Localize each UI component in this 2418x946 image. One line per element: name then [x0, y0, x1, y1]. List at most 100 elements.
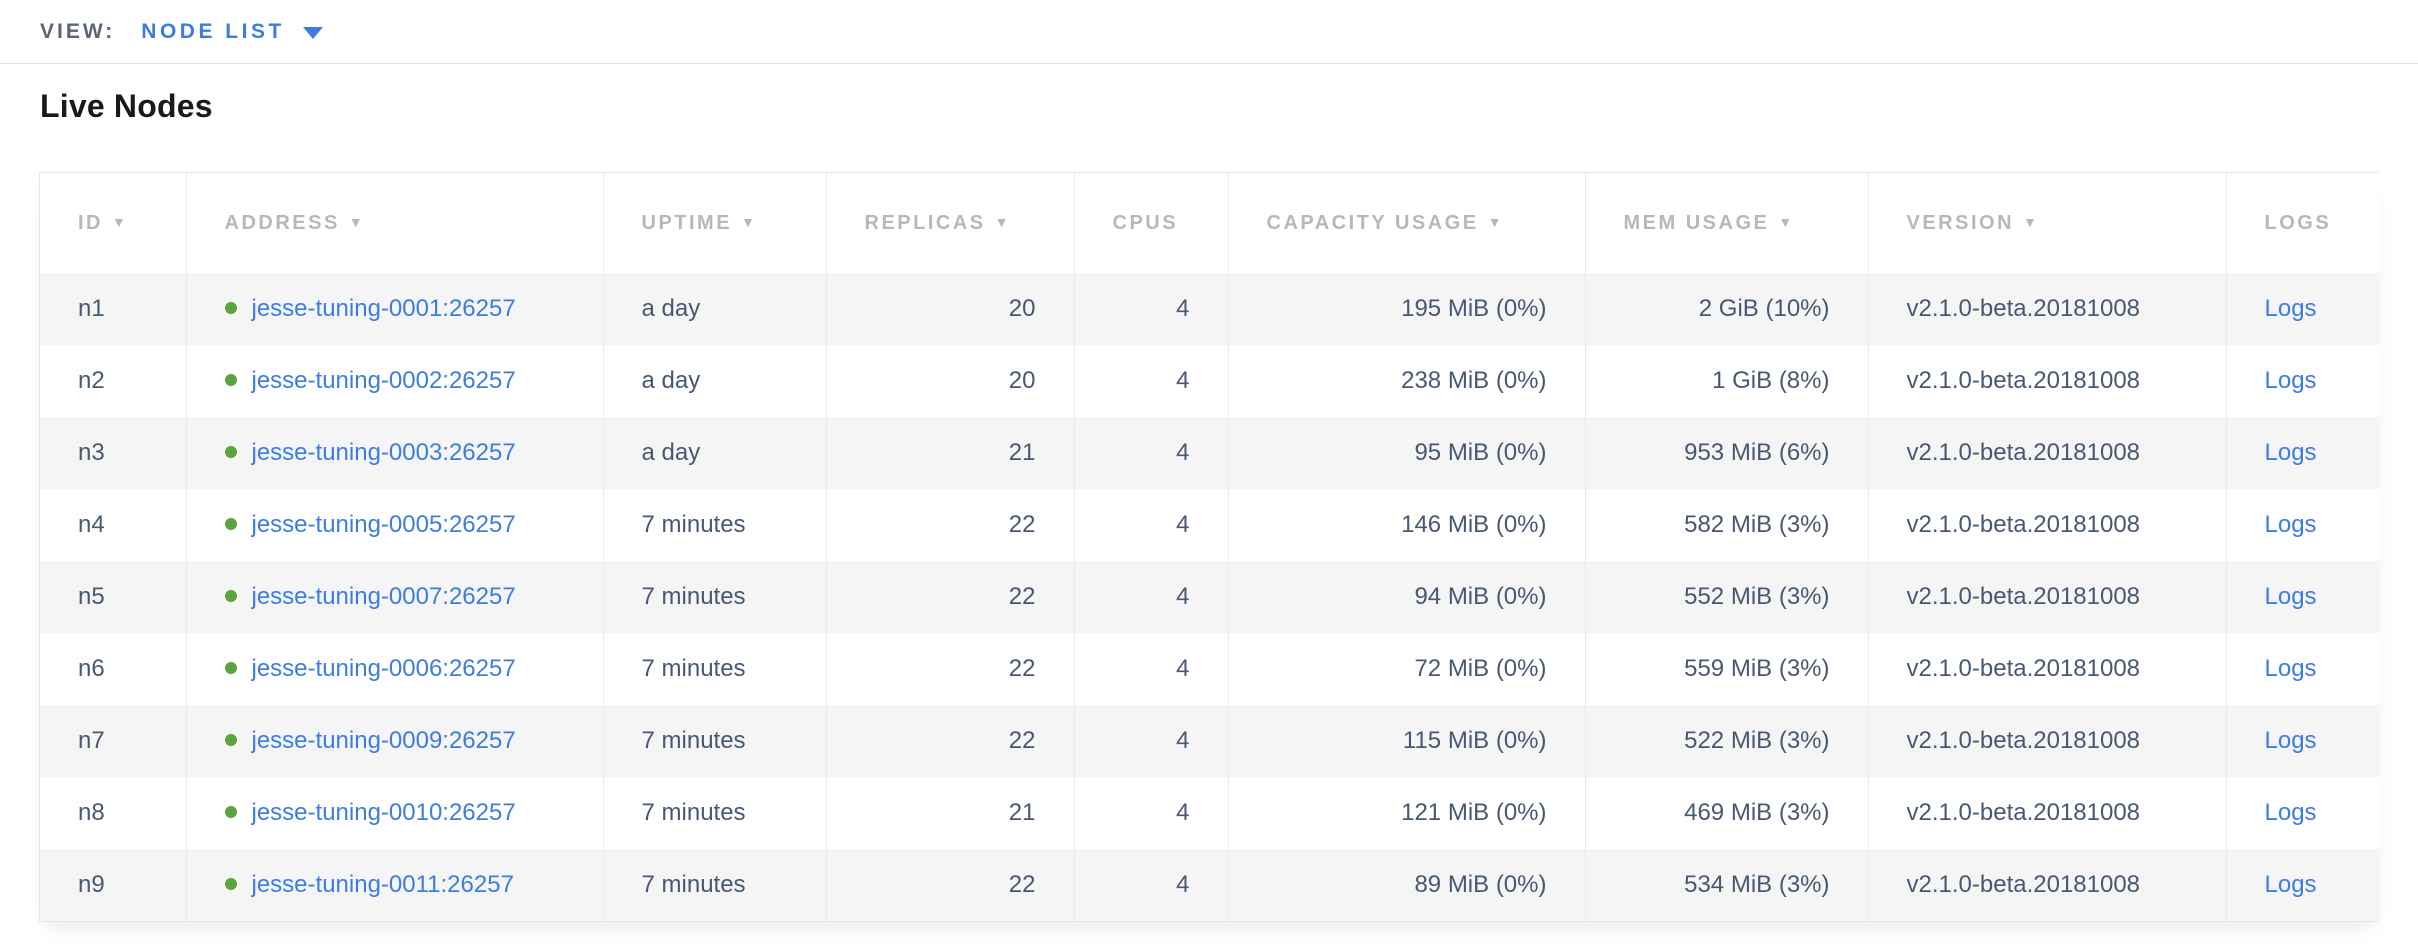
column-header-cpus: CPUS [1073, 173, 1228, 273]
node-address-link[interactable]: jesse-tuning-0001:26257 [251, 295, 516, 322]
cell-node-id: n2 [40, 345, 186, 417]
sort-arrow-icon: ▼ [112, 213, 126, 230]
node-address-link[interactable]: jesse-tuning-0011:26257 [251, 871, 514, 898]
cell-uptime: 7 minutes [602, 633, 826, 705]
cell-version: v2.1.0-beta.20181008 [1867, 273, 2226, 345]
cell-capacity-usage: 121 MiB (0%) [1227, 777, 1585, 849]
cell-version: v2.1.0-beta.20181008 [1867, 417, 2226, 489]
cell-uptime: 7 minutes [602, 561, 826, 633]
column-header-label: REPLICAS [864, 211, 986, 234]
table-row: n5 jesse-tuning-0007:26257 7 minutes 22 … [40, 561, 2380, 633]
column-header-label: ID [78, 211, 103, 234]
cell-replicas: 22 [825, 561, 1074, 633]
column-header-label: ADDRESS [224, 211, 340, 234]
cell-cpus: 4 [1073, 417, 1228, 489]
logs-link[interactable]: Logs [2264, 583, 2317, 610]
cell-capacity-usage: 95 MiB (0%) [1227, 417, 1585, 489]
cell-node-id: n3 [40, 417, 186, 489]
view-selected-value: NODE LIST [141, 19, 285, 43]
column-header-version[interactable]: VERSION ▼ [1867, 173, 2226, 273]
column-header-uptime[interactable]: UPTIME ▼ [602, 173, 826, 273]
live-nodes-table-card: ID ▼ ADDRESS ▼ UPTIME ▼ REPLICAS ▼ CPUS CAPA… [39, 172, 2380, 922]
node-address-link[interactable]: jesse-tuning-0003:26257 [251, 439, 516, 466]
cell-replicas: 20 [825, 273, 1074, 345]
sort-arrow-icon: ▼ [741, 213, 755, 230]
node-address-link[interactable]: jesse-tuning-0002:26257 [251, 367, 516, 394]
cell-capacity-usage: 146 MiB (0%) [1227, 489, 1585, 561]
cell-uptime: a day [602, 273, 826, 345]
cell-cpus: 4 [1073, 345, 1228, 417]
sort-arrow-icon: ▼ [348, 213, 363, 230]
sort-arrow-icon: ▼ [1778, 213, 1793, 230]
cell-replicas: 22 [825, 849, 1074, 921]
cell-version: v2.1.0-beta.20181008 [1867, 561, 2226, 633]
cell-mem-usage: 559 MiB (3%) [1584, 633, 1868, 705]
logs-link[interactable]: Logs [2264, 727, 2317, 754]
cell-logs: Logs [2225, 633, 2380, 705]
table-row: n8 jesse-tuning-0010:26257 7 minutes 21 … [40, 777, 2380, 849]
cell-address: jesse-tuning-0009:26257 [185, 705, 603, 777]
column-header-label: UPTIME [641, 211, 733, 234]
column-header-replicas[interactable]: REPLICAS ▼ [825, 173, 1074, 273]
cell-mem-usage: 534 MiB (3%) [1584, 849, 1868, 921]
node-address-link[interactable]: jesse-tuning-0006:26257 [251, 655, 516, 682]
node-live-status-icon [224, 301, 237, 314]
cell-mem-usage: 1 GiB (8%) [1584, 345, 1868, 417]
cell-capacity-usage: 72 MiB (0%) [1227, 633, 1585, 705]
logs-link[interactable]: Logs [2264, 511, 2317, 538]
node-address-link[interactable]: jesse-tuning-0007:26257 [251, 583, 516, 610]
column-header-mem-usage[interactable]: MEM USAGE ▼ [1584, 173, 1868, 273]
chevron-down-icon [302, 26, 323, 39]
cell-node-id: n9 [40, 849, 186, 921]
cell-node-id: n6 [40, 633, 186, 705]
cell-capacity-usage: 89 MiB (0%) [1227, 849, 1585, 921]
cell-logs: Logs [2225, 489, 2380, 561]
cell-version: v2.1.0-beta.20181008 [1867, 849, 2226, 921]
column-header-address[interactable]: ADDRESS ▼ [185, 173, 603, 273]
cell-logs: Logs [2225, 561, 2380, 633]
view-selector-dropdown[interactable]: NODE LIST [141, 20, 323, 44]
cell-replicas: 21 [825, 777, 1074, 849]
cell-uptime: 7 minutes [602, 489, 826, 561]
cell-address: jesse-tuning-0002:26257 [185, 345, 603, 417]
cell-address: jesse-tuning-0010:26257 [185, 777, 603, 849]
logs-link[interactable]: Logs [2264, 439, 2317, 466]
table-row: n4 jesse-tuning-0005:26257 7 minutes 22 … [40, 489, 2380, 561]
node-address-link[interactable]: jesse-tuning-0009:26257 [251, 727, 516, 754]
logs-link[interactable]: Logs [2264, 799, 2317, 826]
cell-node-id: n5 [40, 561, 186, 633]
cell-mem-usage: 953 MiB (6%) [1584, 417, 1868, 489]
table-row: n7 jesse-tuning-0009:26257 7 minutes 22 … [40, 705, 2380, 777]
node-live-status-icon [224, 589, 237, 602]
table-row: n2 jesse-tuning-0002:26257 a day 20 4 23… [40, 345, 2380, 417]
cell-address: jesse-tuning-0001:26257 [185, 273, 603, 345]
cell-uptime: a day [602, 417, 826, 489]
table-row: n3 jesse-tuning-0003:26257 a day 21 4 95… [40, 417, 2380, 489]
cell-mem-usage: 552 MiB (3%) [1584, 561, 1868, 633]
logs-link[interactable]: Logs [2264, 871, 2317, 898]
node-address-link[interactable]: jesse-tuning-0005:26257 [251, 511, 516, 538]
column-header-logs: LOGS [2225, 173, 2380, 273]
column-header-id[interactable]: ID ▼ [40, 173, 186, 273]
logs-link[interactable]: Logs [2264, 295, 2317, 322]
sort-arrow-icon: ▼ [1487, 213, 1502, 230]
view-label: VIEW: [40, 19, 116, 43]
cell-cpus: 4 [1073, 777, 1228, 849]
cell-capacity-usage: 238 MiB (0%) [1227, 345, 1585, 417]
column-header-capacity-usage[interactable]: CAPACITY USAGE ▼ [1227, 173, 1585, 273]
logs-link[interactable]: Logs [2264, 655, 2317, 682]
cell-node-id: n7 [40, 705, 186, 777]
cell-uptime: a day [602, 345, 826, 417]
cell-logs: Logs [2225, 273, 2380, 345]
view-bar: VIEW: NODE LIST [0, 0, 2418, 64]
logs-link[interactable]: Logs [2264, 367, 2317, 394]
cell-node-id: n4 [40, 489, 186, 561]
sort-arrow-icon: ▼ [2023, 213, 2037, 230]
cell-mem-usage: 469 MiB (3%) [1584, 777, 1868, 849]
cell-version: v2.1.0-beta.20181008 [1867, 705, 2226, 777]
node-live-status-icon [224, 517, 237, 530]
node-address-link[interactable]: jesse-tuning-0010:26257 [251, 799, 516, 826]
cell-replicas: 20 [825, 345, 1074, 417]
cell-cpus: 4 [1073, 705, 1228, 777]
table-row: n9 jesse-tuning-0011:26257 7 minutes 22 … [40, 849, 2380, 921]
